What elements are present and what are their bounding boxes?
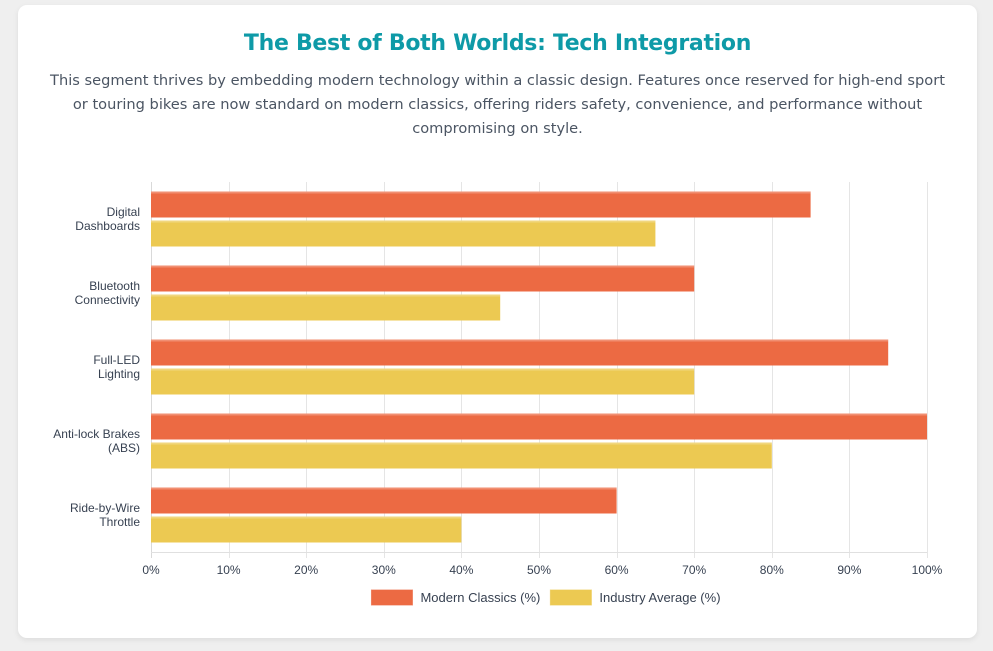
legend-swatch-industry-average[interactable] [549,589,592,606]
category-labels: Digital Dashboards Bluetooth Connectivity Fu… [53,205,140,529]
x-tick-label: 100% [912,563,943,577]
x-tick-label: 30% [372,563,396,577]
x-tick-label: 0% [142,563,160,577]
category-label: Bluetooth Connectivity [75,279,140,307]
legend-swatch-modern-classics[interactable] [370,589,413,606]
category-label-line: Full-LED [93,353,140,367]
x-tick-label: 20% [294,563,318,577]
category-label-line: Anti-lock Brakes [53,427,140,441]
bar-border [151,516,462,519]
category-label-line: Throttle [99,515,140,529]
bar-border [151,442,772,445]
category-label-line: Bluetooth [89,279,140,293]
bar-border [151,339,889,342]
bar-border [151,265,695,268]
bar-industry-average [151,220,656,247]
category-label: Anti-lock Brakes (ABS) [53,427,140,455]
category-label-line: Digital [107,205,140,219]
x-tick-labels: 0% 10% 20% 30% 40% 50% 60% 70% 80% 90% 100% [142,563,942,577]
bar-modern-classics [151,413,927,440]
x-tick-label: 10% [217,563,241,577]
legend: Modern Classics (%) Industry Average (%) [370,589,721,606]
bar-industry-average [151,442,772,469]
bar-modern-classics [151,487,617,514]
bar-modern-classics [151,339,889,366]
bar-border [151,294,501,297]
category-label-line: Dashboards [75,219,140,233]
bar-border [151,487,617,490]
category-label: Ride-by-Wire Throttle [70,501,140,529]
bar-industry-average [151,294,501,321]
bar-border [151,413,927,416]
x-tick-label: 40% [449,563,473,577]
category-label-line: (ABS) [108,441,140,455]
bar-modern-classics [151,265,695,292]
page-description: This segment thrives by embedding modern… [50,72,945,137]
category-label-line: Connectivity [75,293,140,307]
bar-border [151,368,695,371]
category-label: Digital Dashboards [75,205,140,233]
bar-modern-classics [151,191,811,218]
category-label-line: Lighting [98,367,140,381]
x-tick-label: 70% [682,563,706,577]
bar-border [151,191,811,194]
category-label: Full-LED Lighting [93,353,140,381]
x-tick-label: 80% [760,563,784,577]
bar-industry-average [151,368,695,395]
x-tick-label: 60% [605,563,629,577]
page-title: The Best of Both Worlds: Tech Integratio… [243,31,752,56]
bar-industry-average [151,516,462,543]
x-tick-label: 90% [837,563,861,577]
x-tick-label: 50% [527,563,551,577]
bars [151,191,927,543]
category-label-line: Ride-by-Wire [70,501,140,515]
bar-border [151,220,656,223]
legend-label-modern-classics[interactable]: Modern Classics (%) [420,590,540,605]
legend-label-industry-average[interactable]: Industry Average (%) [599,590,720,605]
